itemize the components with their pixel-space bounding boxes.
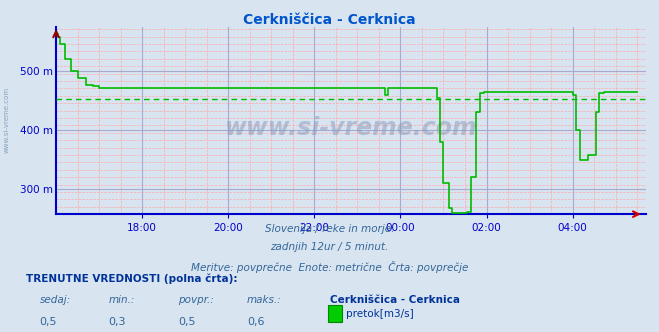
Text: sedaj:: sedaj: bbox=[40, 295, 71, 305]
Text: povpr.:: povpr.: bbox=[178, 295, 214, 305]
Text: Meritve: povprečne  Enote: metrične  Črta: povprečje: Meritve: povprečne Enote: metrične Črta:… bbox=[191, 261, 468, 273]
Text: 0,5: 0,5 bbox=[40, 317, 57, 327]
Text: TRENUTNE VREDNOSTI (polna črta):: TRENUTNE VREDNOSTI (polna črta): bbox=[26, 274, 238, 285]
Text: 0,6: 0,6 bbox=[247, 317, 265, 327]
Text: Cerkniščica - Cerknica: Cerkniščica - Cerknica bbox=[243, 13, 416, 27]
Text: Cerkniščica - Cerknica: Cerkniščica - Cerknica bbox=[330, 295, 459, 305]
Text: 0,5: 0,5 bbox=[178, 317, 196, 327]
Text: 0,3: 0,3 bbox=[109, 317, 127, 327]
Text: pretok[m3/s]: pretok[m3/s] bbox=[346, 309, 414, 319]
Text: www.si-vreme.com: www.si-vreme.com bbox=[4, 86, 10, 153]
Text: Slovenija / reke in morje.: Slovenija / reke in morje. bbox=[265, 224, 394, 234]
Text: www.si-vreme.com: www.si-vreme.com bbox=[225, 116, 477, 140]
Text: min.:: min.: bbox=[109, 295, 135, 305]
Text: maks.:: maks.: bbox=[247, 295, 282, 305]
Text: zadnjih 12ur / 5 minut.: zadnjih 12ur / 5 minut. bbox=[270, 242, 389, 252]
